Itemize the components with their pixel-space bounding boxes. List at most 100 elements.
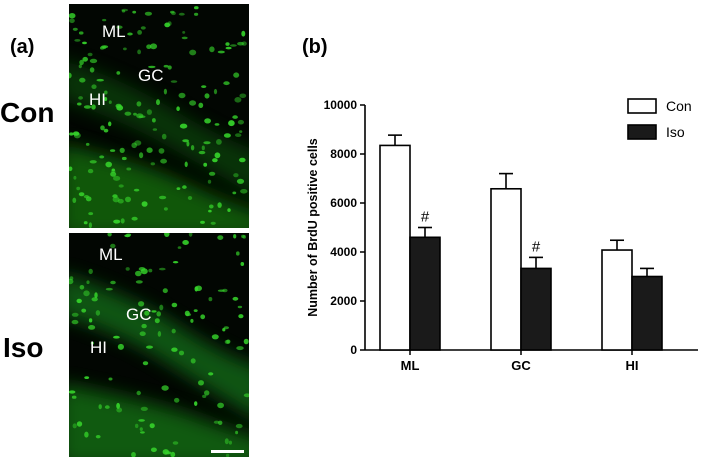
cell-dot (108, 377, 113, 381)
cell-dot (137, 30, 142, 35)
cell-dot (85, 142, 90, 146)
cell-dot (213, 420, 220, 424)
row-label-iso: Iso (3, 332, 44, 363)
cell-dot (95, 435, 101, 439)
micrograph-con-image (69, 4, 249, 228)
cell-dot (144, 310, 150, 316)
cell-dot (125, 196, 131, 203)
cell-dot (241, 30, 246, 37)
cell-dot (79, 285, 85, 290)
cell-dot (88, 325, 96, 330)
fluorescent-cells (69, 233, 249, 457)
cell-dot (241, 234, 245, 238)
cell-dot (171, 328, 176, 334)
cell-dot (203, 162, 208, 167)
cell-dot (160, 158, 167, 164)
cell-dot (100, 125, 105, 131)
cell-dot (144, 11, 152, 16)
cell-dot (194, 286, 199, 292)
cell-dot (184, 310, 190, 317)
cell-dot (110, 243, 116, 249)
cell-dot (217, 202, 222, 208)
fluorescent-cells (69, 6, 248, 228)
cell-dot (203, 141, 211, 145)
cell-dot (78, 192, 85, 197)
cell-dot (236, 251, 240, 256)
cell-dot (138, 419, 145, 422)
cell-dot (120, 218, 125, 224)
cell-dot (239, 157, 246, 163)
cell-dot (131, 216, 138, 221)
cell-dot (110, 280, 116, 285)
cell-dot (139, 427, 143, 431)
cell-dot (140, 431, 145, 434)
cell-dot (69, 132, 74, 136)
cell-dot (163, 88, 167, 95)
y-tick-label: 6000 (330, 196, 357, 210)
cell-dot (72, 197, 77, 203)
cell-dot (159, 304, 164, 311)
cell-dot (223, 133, 231, 138)
cell-dot (187, 196, 193, 200)
x-axis: ML GC HI (365, 349, 698, 373)
cell-dot (190, 318, 194, 323)
cell-dot (82, 56, 88, 62)
cell-dot (239, 93, 247, 99)
cell-dot (149, 43, 158, 50)
cell-dot (88, 268, 93, 275)
cell-dot (232, 191, 237, 195)
cell-dot (84, 431, 89, 438)
cell-dot (228, 120, 235, 127)
bar-con-hi (601, 249, 633, 351)
cell-dot (176, 187, 181, 191)
cell-dot (227, 208, 231, 213)
cell-dot (172, 261, 179, 264)
cell-dot (72, 423, 77, 429)
cell-dot (99, 155, 105, 159)
cell-dot (126, 167, 132, 171)
cell-dot (225, 453, 230, 457)
cell-dot (79, 59, 84, 66)
cell-dot (72, 131, 80, 136)
cell-dot (189, 100, 197, 106)
cell-dot (116, 105, 124, 111)
cell-dot (116, 25, 123, 29)
cell-dot (148, 65, 156, 69)
cell-dot (136, 113, 144, 119)
cell-dot (77, 102, 82, 106)
region-label-gc: GC (138, 66, 164, 85)
x-tick-label: GC (511, 358, 531, 373)
cell-dot (190, 358, 196, 364)
cell-dot (243, 393, 249, 398)
y-tick-label: 2000 (330, 294, 357, 308)
cell-dot (104, 405, 110, 409)
region-label-ml: ML (102, 22, 126, 41)
cell-dot (152, 118, 156, 123)
cell-dot (146, 147, 153, 153)
cell-dot (124, 111, 132, 116)
cell-dot (132, 10, 137, 14)
cell-dot (83, 195, 89, 199)
scale-bar (211, 450, 244, 453)
cell-dot (83, 105, 92, 109)
cell-dot (208, 372, 214, 376)
cell-dot (224, 339, 230, 344)
cell-dot (209, 46, 215, 53)
cell-dot (236, 346, 244, 351)
cell-dot (94, 292, 98, 299)
cell-dot (110, 149, 116, 152)
cell-dot (79, 77, 86, 83)
cell-dot (98, 404, 102, 410)
cell-dot (200, 220, 205, 224)
cell-dot (170, 10, 175, 14)
cell-dot (81, 308, 87, 313)
cell-dot (154, 318, 160, 324)
cell-dot (151, 310, 157, 313)
y-axis: 0 2000 4000 6000 8000 10000 (324, 98, 366, 357)
cell-dot (84, 376, 90, 379)
significance-marker: # (421, 209, 430, 226)
cell-dot (162, 288, 168, 294)
cell-dot (161, 385, 169, 391)
cell-dot (72, 27, 78, 31)
cell-dot (186, 141, 190, 147)
